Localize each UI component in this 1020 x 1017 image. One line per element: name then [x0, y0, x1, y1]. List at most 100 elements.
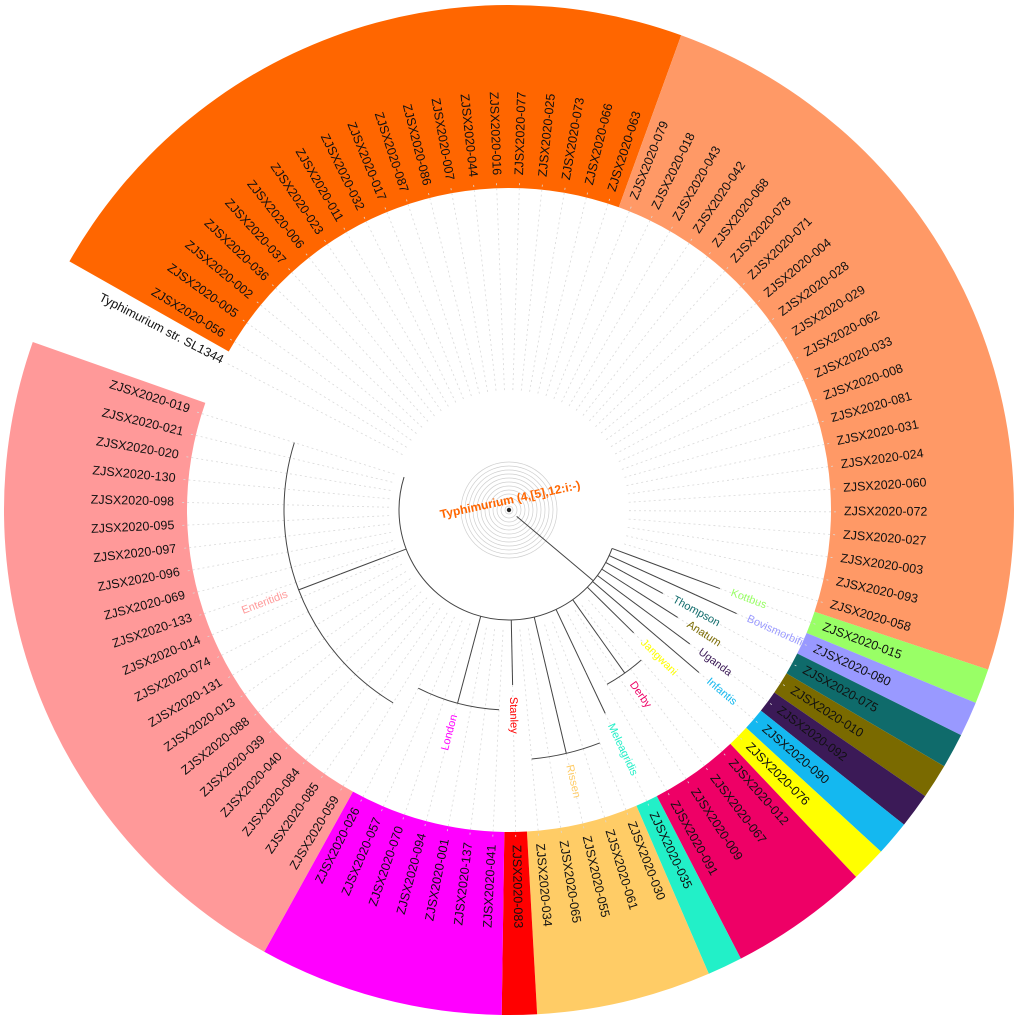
root-rings — [460, 461, 558, 559]
clade-connector — [597, 575, 654, 618]
tip-label: ZJSX2020-072 — [844, 504, 928, 518]
backbone-arc — [398, 476, 613, 621]
clade-arc — [531, 742, 600, 760]
tip-guide — [618, 376, 811, 462]
tip-guide — [450, 186, 489, 392]
clade-stem — [598, 636, 626, 674]
clade-stem — [601, 600, 635, 634]
tip-guide — [519, 629, 540, 838]
backbone-stem — [569, 561, 594, 582]
tip-guide — [621, 398, 819, 470]
tip-label: ZJSX2020-077 — [512, 92, 529, 176]
clade-label: Rissen — [563, 764, 582, 799]
root-ring — [480, 481, 538, 539]
tip-guide — [240, 318, 412, 441]
clade-connector — [533, 616, 557, 710]
clade-sector-9 — [656, 743, 857, 959]
clade-arc — [606, 659, 642, 685]
tip-label: ZJSX2020-027 — [843, 528, 927, 548]
clade-sector-14 — [3, 341, 353, 952]
clade-label: Uganda — [696, 646, 735, 679]
tip-guide — [589, 265, 730, 422]
tip-guide — [194, 411, 395, 475]
root-node — [506, 507, 512, 513]
tip-guide — [545, 196, 611, 396]
clade-stem — [664, 642, 700, 673]
tip-guide — [628, 510, 838, 513]
clade-sector-12 — [501, 831, 538, 1016]
clade-stem — [653, 616, 691, 645]
tip-label: ZJSX2020-060 — [843, 475, 927, 494]
tip-label: ZJSX2020-041 — [481, 844, 499, 928]
clade-stem — [639, 592, 678, 618]
root-ring — [496, 497, 522, 523]
tip-guide — [628, 488, 838, 503]
clade-connector — [572, 599, 600, 637]
tip-guide — [226, 571, 407, 680]
tip-guide — [427, 191, 480, 394]
clade-label: London — [439, 713, 460, 752]
clade-sector-7 — [746, 710, 905, 852]
tip-guide — [575, 237, 694, 411]
tip-guide — [205, 556, 399, 638]
tip-guide — [552, 621, 629, 817]
tip-guide — [624, 420, 826, 478]
clade-label: Enteritidis — [240, 588, 290, 617]
clade-label: Stanley — [507, 697, 520, 734]
root-ring — [488, 489, 530, 531]
tip-guide — [188, 433, 393, 483]
tip-label: ZJSX2020-016 — [487, 92, 504, 176]
tip-guide — [473, 182, 497, 391]
tip-guide — [342, 225, 449, 407]
clade-sector-13 — [264, 791, 505, 1015]
tip-guide — [512, 181, 520, 391]
tip-guide — [190, 540, 394, 595]
clade-stem — [298, 573, 341, 591]
clade-sectors — [3, 4, 1014, 1016]
clade-label: Jangwani — [638, 637, 680, 678]
clade-connector — [468, 616, 482, 660]
tip-guide — [600, 298, 762, 434]
root-ring — [500, 501, 518, 519]
tip-guide — [628, 518, 838, 536]
clade-connector — [587, 586, 602, 602]
tip-label: ZJSX2020-083 — [510, 845, 526, 929]
clade-connector — [605, 562, 624, 573]
clade-stem — [555, 709, 567, 754]
clade-connector — [340, 548, 407, 575]
tree-branches — [283, 442, 737, 760]
clade-arc — [283, 442, 394, 704]
root-ring — [476, 477, 542, 543]
clade-sector-4 — [786, 653, 962, 767]
clade-stem — [585, 672, 606, 714]
tip-guide — [595, 281, 747, 428]
tip-label: ZJSX2020-098 — [91, 493, 175, 509]
clade-connector — [608, 555, 696, 596]
clade-stem — [623, 571, 664, 594]
tip-guide — [606, 316, 776, 441]
clade-stem — [695, 594, 737, 614]
clade-connector — [611, 547, 678, 574]
clade-label: Kottbus — [729, 587, 769, 611]
tip-guide — [227, 363, 403, 455]
tip-guide — [405, 197, 472, 397]
clade-sector-5 — [774, 673, 945, 797]
tip-guide — [582, 250, 713, 416]
clade-connector — [592, 581, 666, 644]
clade-sector-2 — [806, 611, 989, 703]
root-ring — [472, 473, 546, 547]
tip-guide — [567, 614, 671, 797]
tip-guide — [610, 336, 789, 448]
tip-guide — [529, 185, 566, 392]
tip-guide — [627, 465, 836, 495]
tip-guide — [184, 456, 391, 491]
tip-label: ZJSX2020-095 — [91, 518, 175, 536]
clade-sector-10 — [636, 796, 741, 974]
clade-sector-6 — [760, 692, 926, 825]
root-ring — [504, 505, 514, 515]
tip-guide — [492, 629, 504, 839]
root-ring — [460, 461, 558, 559]
clade-connector — [601, 568, 640, 594]
tip-guide — [553, 204, 633, 399]
